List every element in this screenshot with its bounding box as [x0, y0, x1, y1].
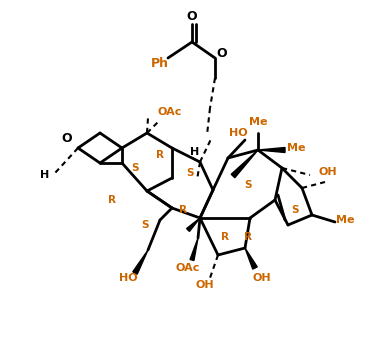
Text: OAc: OAc — [176, 263, 200, 273]
Text: OH: OH — [319, 167, 338, 177]
Text: S: S — [186, 168, 194, 178]
Polygon shape — [231, 150, 258, 178]
Text: Me: Me — [287, 143, 305, 153]
Text: H: H — [40, 170, 50, 180]
Text: S: S — [131, 163, 139, 173]
Text: Ph: Ph — [151, 56, 169, 70]
Text: R: R — [108, 195, 116, 205]
Text: HO: HO — [229, 128, 248, 138]
Text: S: S — [141, 220, 149, 230]
Text: OAc: OAc — [158, 107, 182, 117]
Text: S: S — [291, 205, 299, 215]
Text: O: O — [187, 10, 197, 22]
Text: Me: Me — [249, 117, 267, 127]
Text: HO: HO — [119, 273, 137, 283]
Polygon shape — [190, 238, 198, 261]
Polygon shape — [133, 250, 148, 274]
Text: Me: Me — [336, 215, 354, 225]
Text: O: O — [217, 46, 227, 60]
Polygon shape — [245, 248, 257, 269]
Text: R: R — [244, 232, 252, 242]
Text: H: H — [190, 147, 200, 157]
Text: OH: OH — [253, 273, 271, 283]
Text: R: R — [179, 205, 187, 215]
Polygon shape — [258, 147, 285, 152]
Text: OH: OH — [196, 280, 214, 290]
Polygon shape — [187, 218, 200, 231]
Text: S: S — [244, 180, 252, 190]
Text: O: O — [62, 131, 72, 145]
Text: R: R — [156, 150, 164, 160]
Text: R: R — [221, 232, 229, 242]
